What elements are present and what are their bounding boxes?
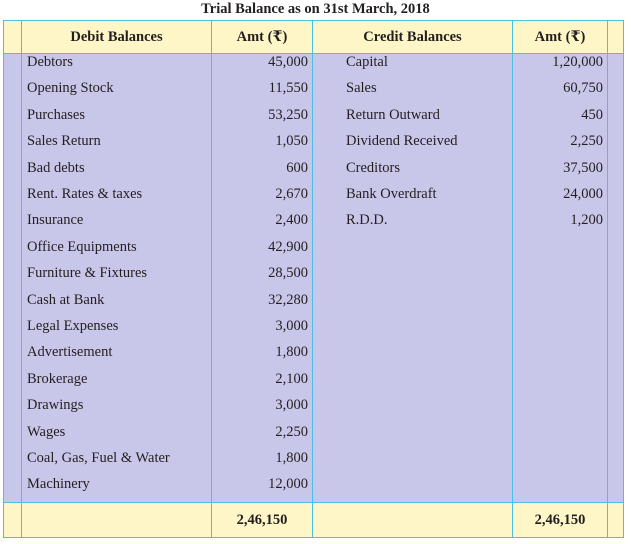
debit-row-label: Coal, Gas, Fuel & Water <box>27 450 170 466</box>
debit-row-amount: 12,000 <box>268 476 308 492</box>
debit-row-amount: 2,250 <box>275 424 308 440</box>
trial-balance-table: Debit Balances Amt (₹) Credit Balances A… <box>3 20 624 538</box>
debit-row-amount: 3,000 <box>275 397 308 413</box>
page-title: Trial Balance as on 31st March, 2018 <box>201 1 430 17</box>
debit-row-label: Drawings <box>27 397 84 413</box>
debit-row-amount: 53,250 <box>268 107 308 123</box>
footer-divider <box>4 502 623 503</box>
debit-row-label: Advertisement <box>27 344 113 360</box>
credit-row-label: Sales <box>346 80 377 96</box>
credit-row-label: R.D.D. <box>346 212 388 228</box>
debit-row-label: Rent. Rates & taxes <box>27 186 143 202</box>
credit-row-amount: 1,200 <box>570 212 603 228</box>
debit-row-label: Purchases <box>27 107 85 123</box>
credit-row-amount: 37,500 <box>563 160 603 176</box>
credit-row-amount: 24,000 <box>563 186 603 202</box>
credit-row-label: Capital <box>346 54 388 70</box>
credit-row-amount: 450 <box>581 107 603 123</box>
debit-row-amount: 28,500 <box>268 265 308 281</box>
debit-row-label: Office Equipments <box>27 239 137 255</box>
debit-row-amount: 1,800 <box>275 450 308 466</box>
credit-row-label: Bank Overdraft <box>346 186 437 202</box>
debit-row-label: Machinery <box>27 476 90 492</box>
credit-row-label: Dividend Received <box>346 133 458 149</box>
header-divider <box>4 53 623 54</box>
column-divider <box>21 21 22 537</box>
debit-row-amount: 2,400 <box>275 212 308 228</box>
credit-row-amount: 2,250 <box>570 133 603 149</box>
credit-row-amount: 1,20,000 <box>552 54 603 70</box>
debit-row-label: Legal Expenses <box>27 318 119 334</box>
debit-row-amount: 1,050 <box>275 133 308 149</box>
debit-total: 2,46,150 <box>236 512 288 528</box>
debit-row-label: Sales Return <box>27 133 101 149</box>
credit-row-label: Creditors <box>346 160 400 176</box>
credit-header: Credit Balances <box>363 29 462 45</box>
debit-row-amount: 32,280 <box>268 292 308 308</box>
debit-row-label: Wages <box>27 424 66 440</box>
debit-row-amount: 42,900 <box>268 239 308 255</box>
debit-row-amount: 600 <box>286 160 308 176</box>
debit-row-amount: 45,000 <box>268 54 308 70</box>
column-divider <box>512 21 513 537</box>
debit-row-amount: 3,000 <box>275 318 308 334</box>
credit-total: 2,46,150 <box>534 512 586 528</box>
debit-header: Debit Balances <box>70 29 163 45</box>
debit-row-label: Furniture & Fixtures <box>27 265 148 281</box>
credit-row-label: Return Outward <box>346 107 440 123</box>
debit-row-label: Brokerage <box>27 371 88 387</box>
table-header <box>4 21 623 53</box>
column-divider <box>211 21 212 537</box>
table-footer <box>4 503 623 537</box>
debit-row-label: Debtors <box>27 54 73 70</box>
debit-amount-header: Amt (₹) <box>236 29 288 45</box>
debit-row-label: Bad debts <box>27 160 85 176</box>
debit-row-label: Opening Stock <box>27 80 114 96</box>
debit-row-amount: 2,100 <box>275 371 308 387</box>
debit-row-label: Cash at Bank <box>27 292 105 308</box>
debit-row-amount: 1,800 <box>275 344 308 360</box>
debit-row-label: Insurance <box>27 212 84 228</box>
column-divider <box>607 21 608 537</box>
column-divider <box>312 21 313 537</box>
debit-row-amount: 2,670 <box>275 186 308 202</box>
debit-row-amount: 11,550 <box>268 80 308 96</box>
credit-amount-header: Amt (₹) <box>534 29 586 45</box>
credit-row-amount: 60,750 <box>563 80 603 96</box>
